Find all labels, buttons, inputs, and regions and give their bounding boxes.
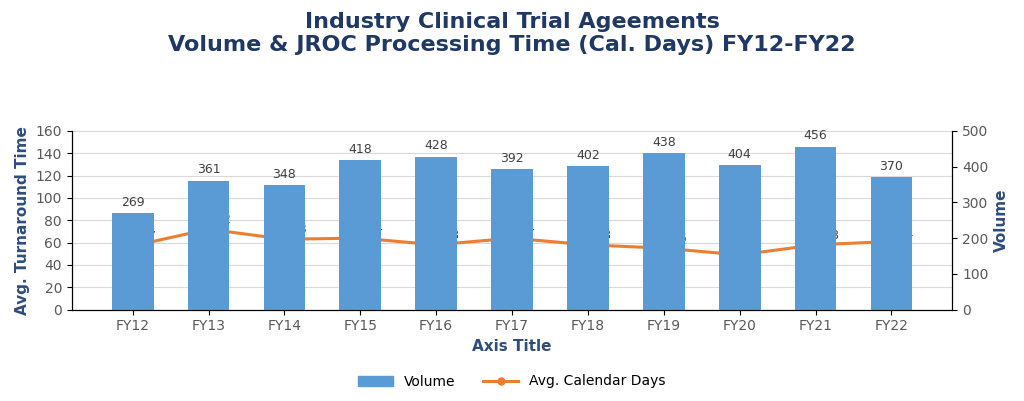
Text: 57: 57 (139, 230, 156, 243)
Bar (492, 170, 532, 310)
Text: 456: 456 (804, 130, 827, 142)
Bar (643, 153, 685, 310)
Text: 64: 64 (519, 222, 535, 235)
Text: 58: 58 (595, 229, 611, 242)
Text: 49: 49 (746, 239, 763, 252)
Text: 55: 55 (671, 233, 687, 245)
Text: 361: 361 (197, 163, 220, 176)
Text: Industry Clinical Trial Ageements
Volume & JROC Processing Time (Cal. Days) FY12: Industry Clinical Trial Ageements Volume… (168, 12, 856, 55)
Text: 370: 370 (880, 160, 903, 173)
Text: 72: 72 (215, 213, 231, 227)
Bar (416, 156, 457, 310)
X-axis label: Axis Title: Axis Title (472, 339, 552, 354)
Bar (263, 185, 305, 310)
Text: 392: 392 (501, 152, 524, 165)
Text: 63: 63 (292, 223, 307, 237)
Y-axis label: Volume: Volume (994, 188, 1009, 252)
Text: 404: 404 (728, 148, 752, 161)
Text: 402: 402 (577, 149, 600, 162)
Bar (567, 166, 609, 310)
Text: 428: 428 (424, 140, 449, 152)
Bar (187, 180, 229, 310)
Text: 64: 64 (368, 222, 383, 235)
Bar (870, 177, 912, 310)
Text: 58: 58 (443, 229, 459, 242)
Text: 61: 61 (898, 226, 914, 239)
Legend: Volume, Avg. Calendar Days: Volume, Avg. Calendar Days (352, 369, 672, 394)
Bar (719, 165, 761, 310)
Text: 418: 418 (348, 143, 372, 156)
Text: 269: 269 (121, 196, 144, 209)
Text: 438: 438 (652, 136, 676, 149)
Bar (339, 160, 381, 310)
Y-axis label: Avg. Turnaround Time: Avg. Turnaround Time (15, 126, 30, 315)
Bar (795, 146, 837, 310)
Text: 58: 58 (822, 229, 839, 242)
Bar (112, 213, 154, 310)
Text: 348: 348 (272, 168, 296, 181)
